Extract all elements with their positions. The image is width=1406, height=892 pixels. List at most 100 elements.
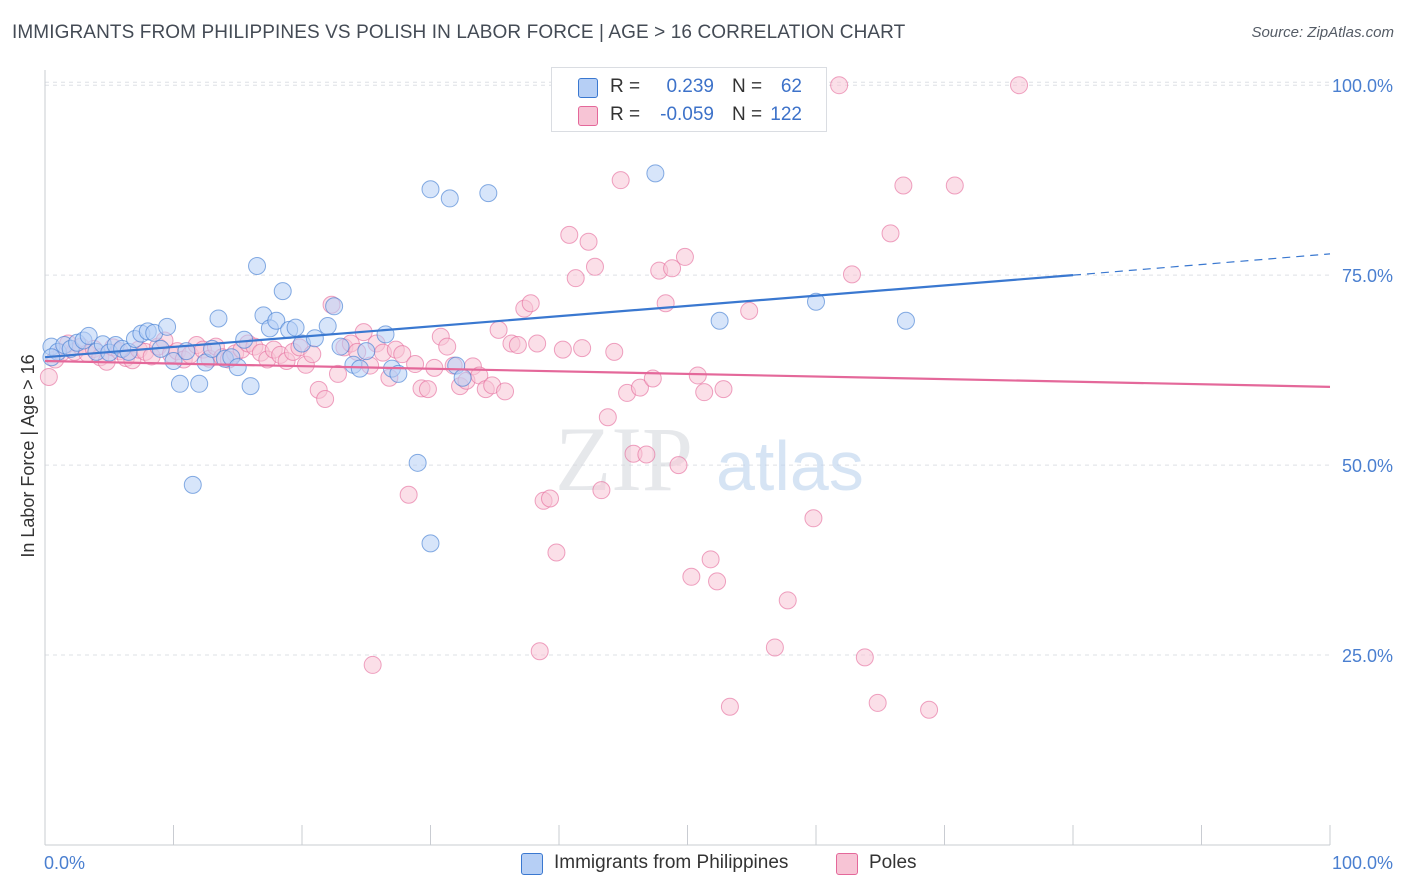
point-philippines xyxy=(305,329,324,348)
point-poles xyxy=(682,567,701,586)
point-philippines xyxy=(896,311,915,330)
point-philippines xyxy=(646,164,665,183)
watermark-zip: ZIP xyxy=(555,408,693,510)
point-philippines xyxy=(357,342,376,361)
point-poles xyxy=(438,337,457,356)
point-poles xyxy=(708,572,727,591)
point-poles xyxy=(669,456,688,475)
point-philippines xyxy=(170,374,189,393)
point-poles xyxy=(399,485,418,504)
point-philippines xyxy=(228,358,247,377)
point-philippines xyxy=(209,309,228,328)
point-philippines xyxy=(248,257,267,276)
legend-n-label: N = xyxy=(732,104,763,125)
point-poles xyxy=(528,334,547,353)
point-poles xyxy=(508,336,527,355)
trendline-philippines-extension xyxy=(1072,253,1331,276)
legend-r-label: R = xyxy=(610,104,641,125)
point-poles xyxy=(547,543,566,562)
y-tick-label: 25.0% xyxy=(1342,646,1393,666)
point-philippines xyxy=(331,337,350,356)
point-poles xyxy=(406,355,425,374)
point-poles xyxy=(675,247,694,266)
point-poles xyxy=(553,340,572,359)
point-poles xyxy=(541,489,560,508)
axis-labels: In Labor Force | Age > 16 0.0% 100.0% 25… xyxy=(18,76,1393,873)
point-philippines xyxy=(164,352,183,371)
stats-legend: R = 0.239 N = 62 R = -0.059 N = 122 xyxy=(551,67,827,132)
point-philippines xyxy=(421,180,440,199)
point-poles xyxy=(530,642,549,661)
point-poles xyxy=(39,367,58,386)
legend-row-poles: R = -0.059 N = 122 xyxy=(552,100,826,130)
chart-title: IMMIGRANTS FROM PHILIPPINES VS POLISH IN… xyxy=(12,22,906,43)
point-poles xyxy=(804,509,823,528)
y-tick-label: 50.0% xyxy=(1342,456,1393,476)
point-philippines xyxy=(190,374,209,393)
point-poles xyxy=(573,339,592,358)
point-poles xyxy=(598,408,617,427)
point-poles xyxy=(945,176,964,195)
legend-row-philippines: R = 0.239 N = 62 xyxy=(552,72,826,102)
trendline-philippines xyxy=(44,274,1074,359)
point-poles xyxy=(393,345,412,364)
axes xyxy=(44,70,1331,846)
point-philippines xyxy=(318,317,337,336)
legend-label: Immigrants from Philippines xyxy=(554,852,789,873)
point-poles xyxy=(566,269,585,288)
point-poles xyxy=(316,389,335,408)
point-poles xyxy=(605,342,624,361)
point-poles xyxy=(585,257,604,276)
y-tick-label: 75.0% xyxy=(1342,266,1393,286)
point-philippines xyxy=(389,364,408,383)
point-poles xyxy=(894,176,913,195)
point-poles xyxy=(579,232,598,251)
trendlines xyxy=(44,253,1331,388)
point-poles xyxy=(363,655,382,674)
legend-r-label: R = xyxy=(610,76,641,97)
point-poles xyxy=(881,224,900,243)
point-philippines xyxy=(350,359,369,378)
point-poles xyxy=(489,320,508,339)
point-poles xyxy=(765,638,784,657)
point-philippines xyxy=(286,318,305,337)
point-philippines xyxy=(241,377,260,396)
point-poles xyxy=(611,171,630,190)
point-philippines xyxy=(273,282,292,301)
point-poles xyxy=(714,380,733,399)
point-poles xyxy=(418,380,437,399)
point-poles xyxy=(701,550,720,569)
point-poles xyxy=(868,693,887,712)
point-poles xyxy=(560,225,579,244)
point-poles xyxy=(920,700,939,719)
point-poles xyxy=(855,648,874,667)
point-philippines xyxy=(408,453,427,472)
point-philippines xyxy=(440,189,459,208)
point-poles xyxy=(496,382,515,401)
legend-label: Poles xyxy=(869,852,917,873)
point-poles xyxy=(1010,76,1029,95)
point-poles xyxy=(521,294,540,313)
point-poles xyxy=(592,481,611,500)
legend-n-value: 122 xyxy=(770,104,802,125)
point-poles xyxy=(740,301,759,320)
point-philippines xyxy=(453,368,472,387)
legend-n-value: 62 xyxy=(780,76,802,97)
point-philippines xyxy=(807,292,825,311)
point-philippines xyxy=(267,311,286,330)
watermark-atlas: atlas xyxy=(716,427,864,505)
chart-source: Source: ZipAtlas.com xyxy=(1251,24,1394,41)
data-points xyxy=(39,76,1029,719)
legend-swatch-blue xyxy=(521,853,543,875)
point-philippines xyxy=(421,534,440,553)
point-poles xyxy=(328,364,347,383)
trendline-poles xyxy=(44,359,1331,388)
point-philippines xyxy=(479,184,498,203)
legend-n-label: N = xyxy=(732,76,763,97)
point-philippines xyxy=(710,311,729,330)
x-tick-label-max: 100.0% xyxy=(1332,853,1393,873)
point-poles xyxy=(637,445,656,464)
point-philippines xyxy=(325,297,344,316)
point-poles xyxy=(630,378,649,397)
x-tick-label-min: 0.0% xyxy=(44,853,85,873)
